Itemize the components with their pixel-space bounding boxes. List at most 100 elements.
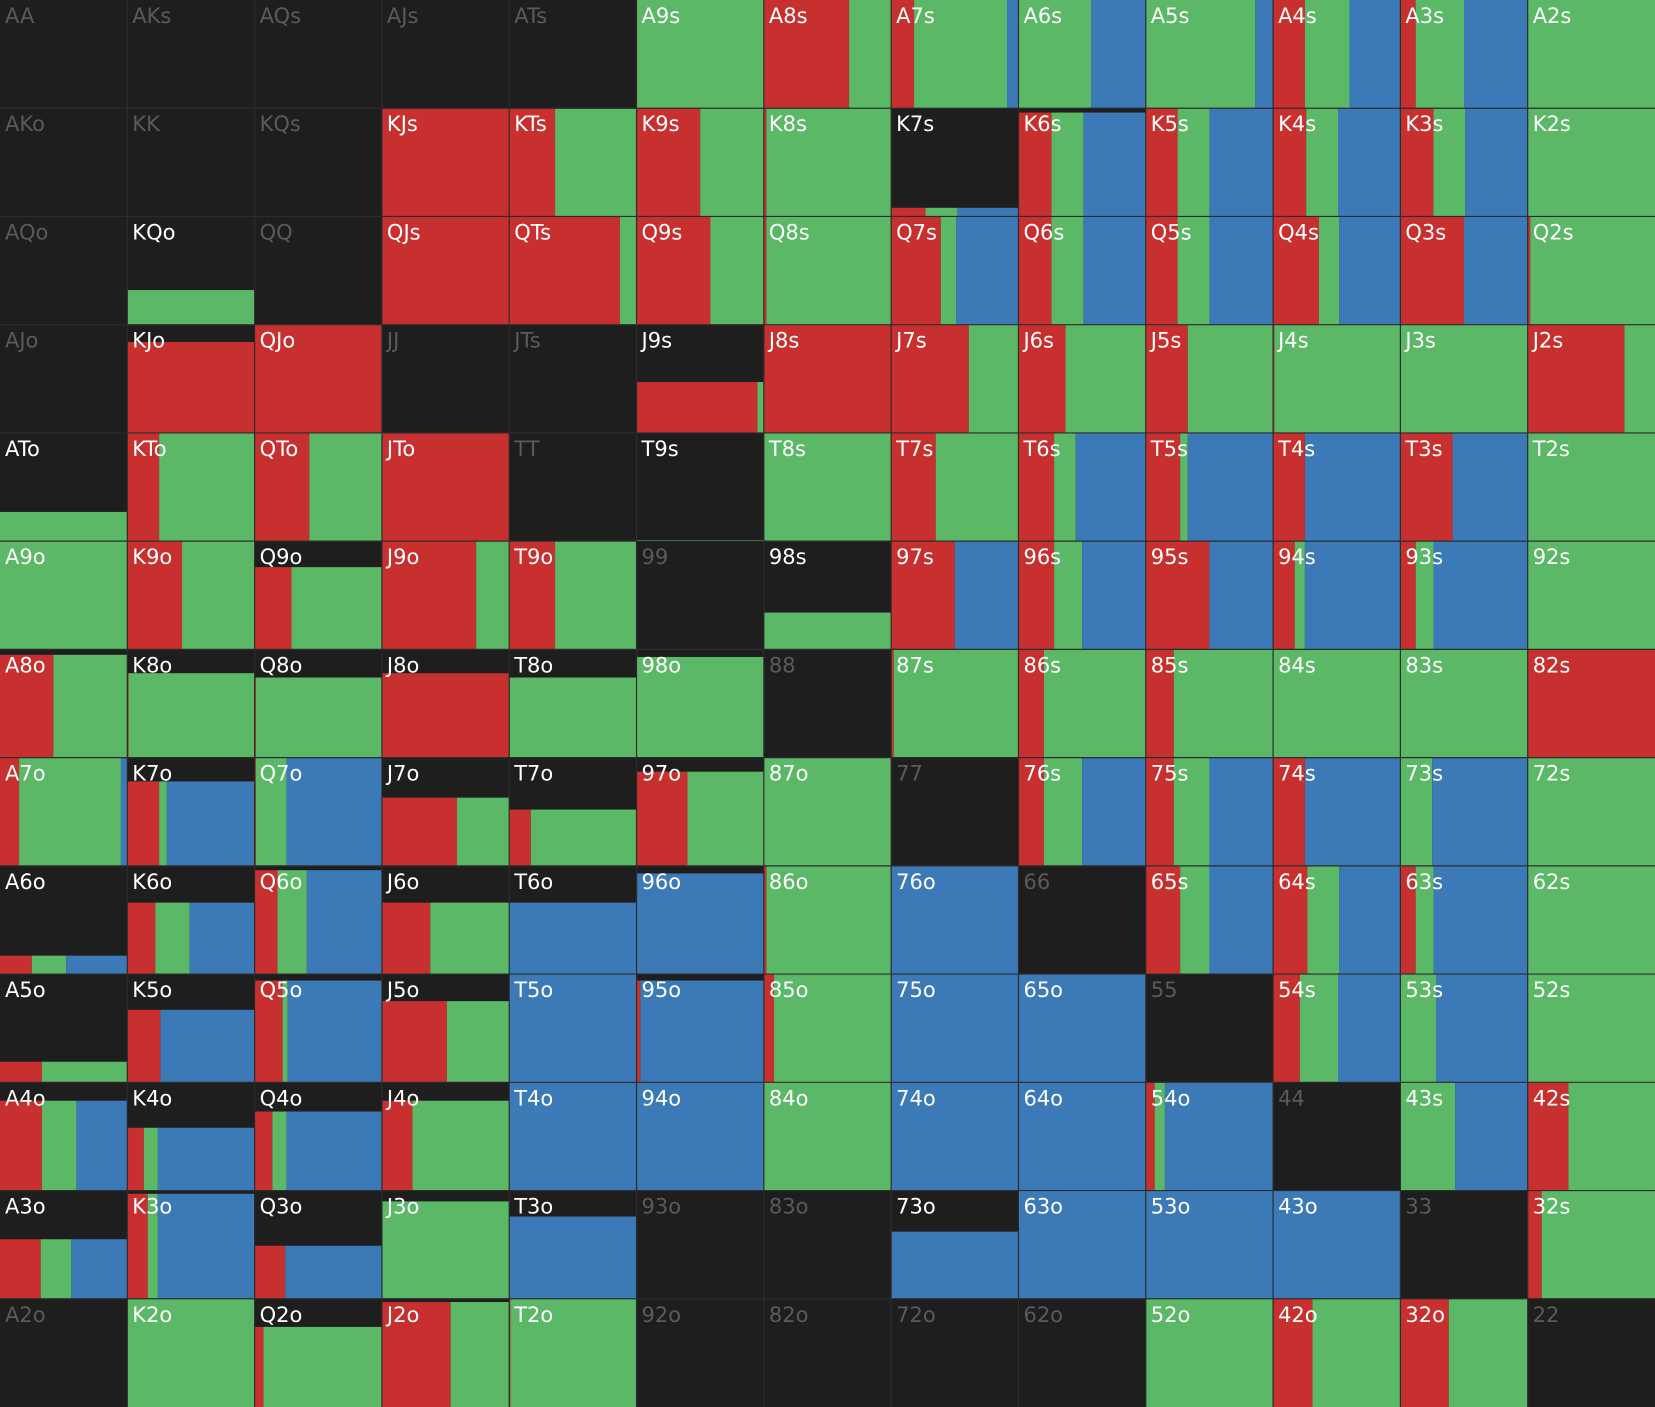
action-segment xyxy=(1273,757,1305,866)
hand-cell: AKs xyxy=(132,4,171,28)
hand-cell: ATo xyxy=(0,437,128,542)
action-segment xyxy=(254,677,256,758)
action-segment xyxy=(450,1302,510,1407)
hand-cell: 94o xyxy=(636,1082,764,1191)
action-segment xyxy=(42,1100,77,1191)
action-segment xyxy=(636,0,764,109)
hand-label: A2o xyxy=(5,1303,46,1327)
hand-label: K4o xyxy=(132,1086,172,1110)
action-segment xyxy=(1294,541,1305,650)
action-segment xyxy=(1145,541,1210,650)
hand-label: KJs xyxy=(387,112,418,136)
hand-label: ATs xyxy=(514,4,547,28)
hand-label: 97o xyxy=(642,762,682,786)
action-segment xyxy=(766,865,892,975)
action-segment xyxy=(254,757,256,866)
hand-label: 22 xyxy=(1533,1303,1560,1327)
action-segment xyxy=(1339,865,1401,975)
hand-cell: K9s xyxy=(636,108,764,217)
action-segment xyxy=(272,1111,287,1191)
action-segment xyxy=(509,1298,511,1407)
hand-label: Q3s xyxy=(1405,220,1446,244)
action-segment xyxy=(127,781,160,866)
hand-label: A6s xyxy=(1023,4,1062,28)
hand-label: 52o xyxy=(1151,1303,1191,1327)
hand-label: J7o xyxy=(385,762,419,786)
hand-label: 73o xyxy=(896,1195,936,1219)
hand-label: Q3o xyxy=(260,1195,303,1219)
hand-label: 82o xyxy=(769,1303,809,1327)
hand-label: A4o xyxy=(5,1086,46,1110)
action-segment xyxy=(914,0,1008,109)
hand-cell: 76o xyxy=(891,865,1019,975)
hand-cell: K3o xyxy=(127,1193,255,1299)
hand-cell: A8s xyxy=(763,0,892,109)
action-segment xyxy=(1018,324,1066,433)
hand-cell: 95o xyxy=(636,978,764,1083)
hand-cell: K6s xyxy=(1018,112,1146,217)
action-segment xyxy=(530,809,637,866)
hand-cell: 52o xyxy=(1145,1298,1274,1407)
hand-cell: 64o xyxy=(1018,1082,1146,1191)
hand-label: K5s xyxy=(1151,112,1189,136)
hand-label: 97s xyxy=(896,545,934,569)
action-segment xyxy=(0,1239,41,1299)
hand-cell: 33 xyxy=(1405,1195,1432,1219)
hand-cell: T9o xyxy=(509,541,637,650)
hand-cell: J7o xyxy=(381,762,510,866)
action-segment xyxy=(287,980,382,1083)
action-segment xyxy=(1465,108,1528,217)
action-segment xyxy=(1273,324,1275,433)
hand-cell: J8s xyxy=(763,324,892,433)
action-segment xyxy=(1433,541,1528,650)
hand-cell: 87s xyxy=(891,649,1019,758)
action-segment xyxy=(1018,757,1044,866)
hand-label: 42o xyxy=(1278,1303,1318,1327)
hand-label: QQ xyxy=(260,220,293,244)
hand-label: JTo xyxy=(385,437,415,461)
hand-cell: Q6s xyxy=(1018,216,1146,325)
hand-label: J9s xyxy=(640,329,673,353)
action-segment xyxy=(891,0,915,109)
hand-cell: T4o xyxy=(509,1082,637,1191)
action-segment xyxy=(1464,0,1528,109)
hand-cell: 86s xyxy=(1018,649,1146,758)
hand-cell: 94s xyxy=(1273,541,1401,650)
action-segment xyxy=(925,207,958,217)
hand-cell: T2s xyxy=(1527,432,1655,542)
hand-label: J2s xyxy=(1531,329,1564,353)
action-segment xyxy=(1527,216,1531,325)
hand-cell: AJs xyxy=(387,4,419,28)
hand-label: 83o xyxy=(769,1195,809,1219)
hand-cell: 86o xyxy=(763,865,892,975)
action-segment xyxy=(1527,1082,1569,1191)
hand-label: T5s xyxy=(1150,437,1188,461)
action-segment xyxy=(710,216,764,325)
action-segment xyxy=(159,781,167,866)
action-segment xyxy=(1209,865,1274,975)
action-segment xyxy=(381,797,458,866)
action-segment xyxy=(254,432,310,542)
action-segment xyxy=(509,216,620,325)
action-segment xyxy=(509,974,637,1083)
hand-cell: A5s xyxy=(1145,0,1274,109)
action-segment xyxy=(254,870,278,975)
hand-cell: 75s xyxy=(1145,757,1274,866)
hand-label: 94o xyxy=(642,1086,682,1110)
hand-label: 88 xyxy=(769,653,796,677)
hand-cell: KK xyxy=(132,112,161,136)
action-segment xyxy=(1415,865,1434,975)
hand-cell: 76s xyxy=(1018,757,1146,866)
hand-cell: 98s xyxy=(763,545,892,650)
action-segment xyxy=(1527,108,1655,217)
action-segment xyxy=(1177,108,1210,217)
action-segment xyxy=(763,0,850,109)
action-segment xyxy=(956,216,1019,325)
hand-label: 94s xyxy=(1278,545,1316,569)
hand-cell: J4s xyxy=(1273,324,1401,433)
hand-cell: T3o xyxy=(509,1195,637,1299)
hand-label: J7s xyxy=(894,329,927,353)
hand-label: 96s xyxy=(1023,545,1061,569)
action-segment xyxy=(128,673,255,758)
hand-cell: 52s xyxy=(1527,974,1655,1083)
